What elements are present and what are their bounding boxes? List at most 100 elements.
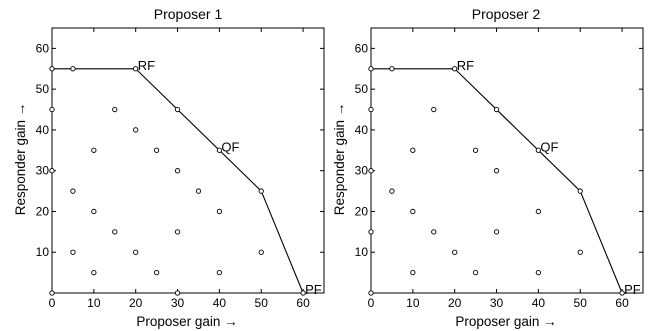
x-tick-label: 30: [490, 296, 504, 310]
axes-box: [370, 27, 644, 294]
x-tick-label: 0: [368, 296, 375, 310]
data-point: [174, 290, 181, 296]
data-point: [389, 66, 395, 72]
annotation-pf: PF: [305, 282, 322, 297]
data-point: [91, 208, 97, 215]
frontier-line-group: [52, 68, 304, 294]
tick-marks: [51, 28, 324, 293]
data-point: [91, 269, 97, 276]
y-tick-label: 30: [36, 164, 50, 178]
data-point: [216, 269, 223, 276]
data-point: [49, 106, 55, 113]
x-tick-label: 50: [255, 296, 269, 310]
data-point: [216, 208, 223, 215]
data-point: [452, 66, 458, 72]
annotation-qf: QF: [540, 139, 558, 154]
data-point: [153, 269, 160, 276]
x-tick-label: 20: [448, 296, 462, 310]
data-point: [535, 269, 542, 276]
data-point: [91, 147, 97, 153]
x-tick-label: 60: [296, 296, 310, 310]
data-point: [452, 249, 458, 255]
x-axis-label: Proposer gain →: [455, 314, 556, 329]
frontier-line-group: [371, 68, 623, 294]
data-point: [619, 290, 625, 296]
tick-labels: 0 10 20 30 40 50 60 10 20 30 40 50 60: [36, 41, 310, 310]
data-point: [49, 290, 55, 296]
data-point: [174, 229, 181, 235]
y-tick-label: 10: [36, 245, 50, 259]
data-point: [195, 188, 202, 194]
frontier-line: [371, 68, 623, 294]
data-point: [258, 188, 264, 194]
plot-frame: [370, 27, 644, 294]
data-points: [49, 66, 306, 296]
x-axis-label: Proposer gain →: [136, 314, 237, 329]
data-point: [577, 188, 583, 194]
data-point: [535, 208, 542, 215]
data-point: [112, 106, 118, 113]
x-tick-label: 30: [171, 296, 185, 310]
annotations: RF QF PF: [457, 58, 641, 297]
data-point: [70, 66, 76, 72]
tick-labels: 0 10 20 30 40 50 60 10 20 30 40 50 60: [355, 41, 629, 310]
tick-marks: [370, 28, 643, 293]
data-point: [49, 66, 55, 72]
y-tick-label: 40: [355, 123, 369, 137]
data-points: [368, 66, 625, 296]
data-point: [153, 147, 160, 153]
data-point: [368, 229, 374, 235]
data-point: [133, 249, 139, 255]
annotation-rf: RF: [138, 58, 155, 73]
y-tick-label: 50: [36, 82, 50, 96]
data-point: [410, 269, 416, 276]
x-tick-label: 0: [49, 296, 56, 310]
data-point: [368, 66, 374, 72]
y-tick-label: 10: [355, 245, 369, 259]
data-point: [431, 106, 437, 113]
x-tick-label: 20: [129, 296, 143, 310]
data-point: [472, 269, 479, 276]
data-point: [577, 249, 583, 255]
annotation-qf: QF: [221, 139, 239, 154]
data-point: [70, 249, 76, 255]
frontier-line: [52, 68, 304, 294]
chart-panel-proposer-2: Proposer 2 0 10 20 30 40 50 60 10 20 30 40 50 60 RF Q…: [332, 6, 644, 329]
data-point: [493, 229, 500, 235]
data-point: [368, 290, 374, 296]
y-tick-label: 50: [355, 82, 369, 96]
data-point: [410, 147, 416, 153]
data-point: [493, 168, 500, 174]
data-point: [112, 229, 118, 235]
y-tick-label: 60: [36, 41, 50, 55]
y-tick-label: 40: [36, 123, 50, 137]
data-point: [70, 188, 76, 194]
x-tick-label: 50: [574, 296, 588, 310]
chart-panel-proposer-1: Proposer 1 0 10 20 30 40 50 60 10 20 30 40 50 60 RF Q…: [13, 6, 325, 329]
data-point: [389, 188, 395, 194]
data-point: [258, 249, 264, 255]
x-tick-label: 60: [615, 296, 629, 310]
annotation-pf: PF: [624, 282, 641, 297]
y-tick-label: 30: [355, 164, 369, 178]
y-axis-label: Responder gain →: [332, 103, 347, 216]
y-tick-label: 20: [36, 204, 50, 218]
y-tick-label: 60: [355, 41, 369, 55]
data-point: [535, 147, 542, 153]
data-point: [174, 168, 181, 174]
data-point: [368, 168, 374, 174]
chart-title: Proposer 1: [154, 6, 223, 22]
annotation-rf: RF: [457, 58, 474, 73]
plot-frame: [51, 27, 325, 294]
y-axis-label: Responder gain →: [13, 103, 28, 216]
data-point: [493, 106, 500, 113]
chart-title: Proposer 2: [472, 6, 541, 22]
x-tick-label: 10: [87, 296, 101, 310]
x-tick-label: 10: [406, 296, 420, 310]
data-point: [300, 290, 306, 296]
y-tick-label: 20: [355, 204, 369, 218]
data-point: [410, 208, 416, 215]
data-point: [472, 147, 479, 153]
data-point: [174, 106, 181, 113]
data-point: [133, 66, 139, 72]
